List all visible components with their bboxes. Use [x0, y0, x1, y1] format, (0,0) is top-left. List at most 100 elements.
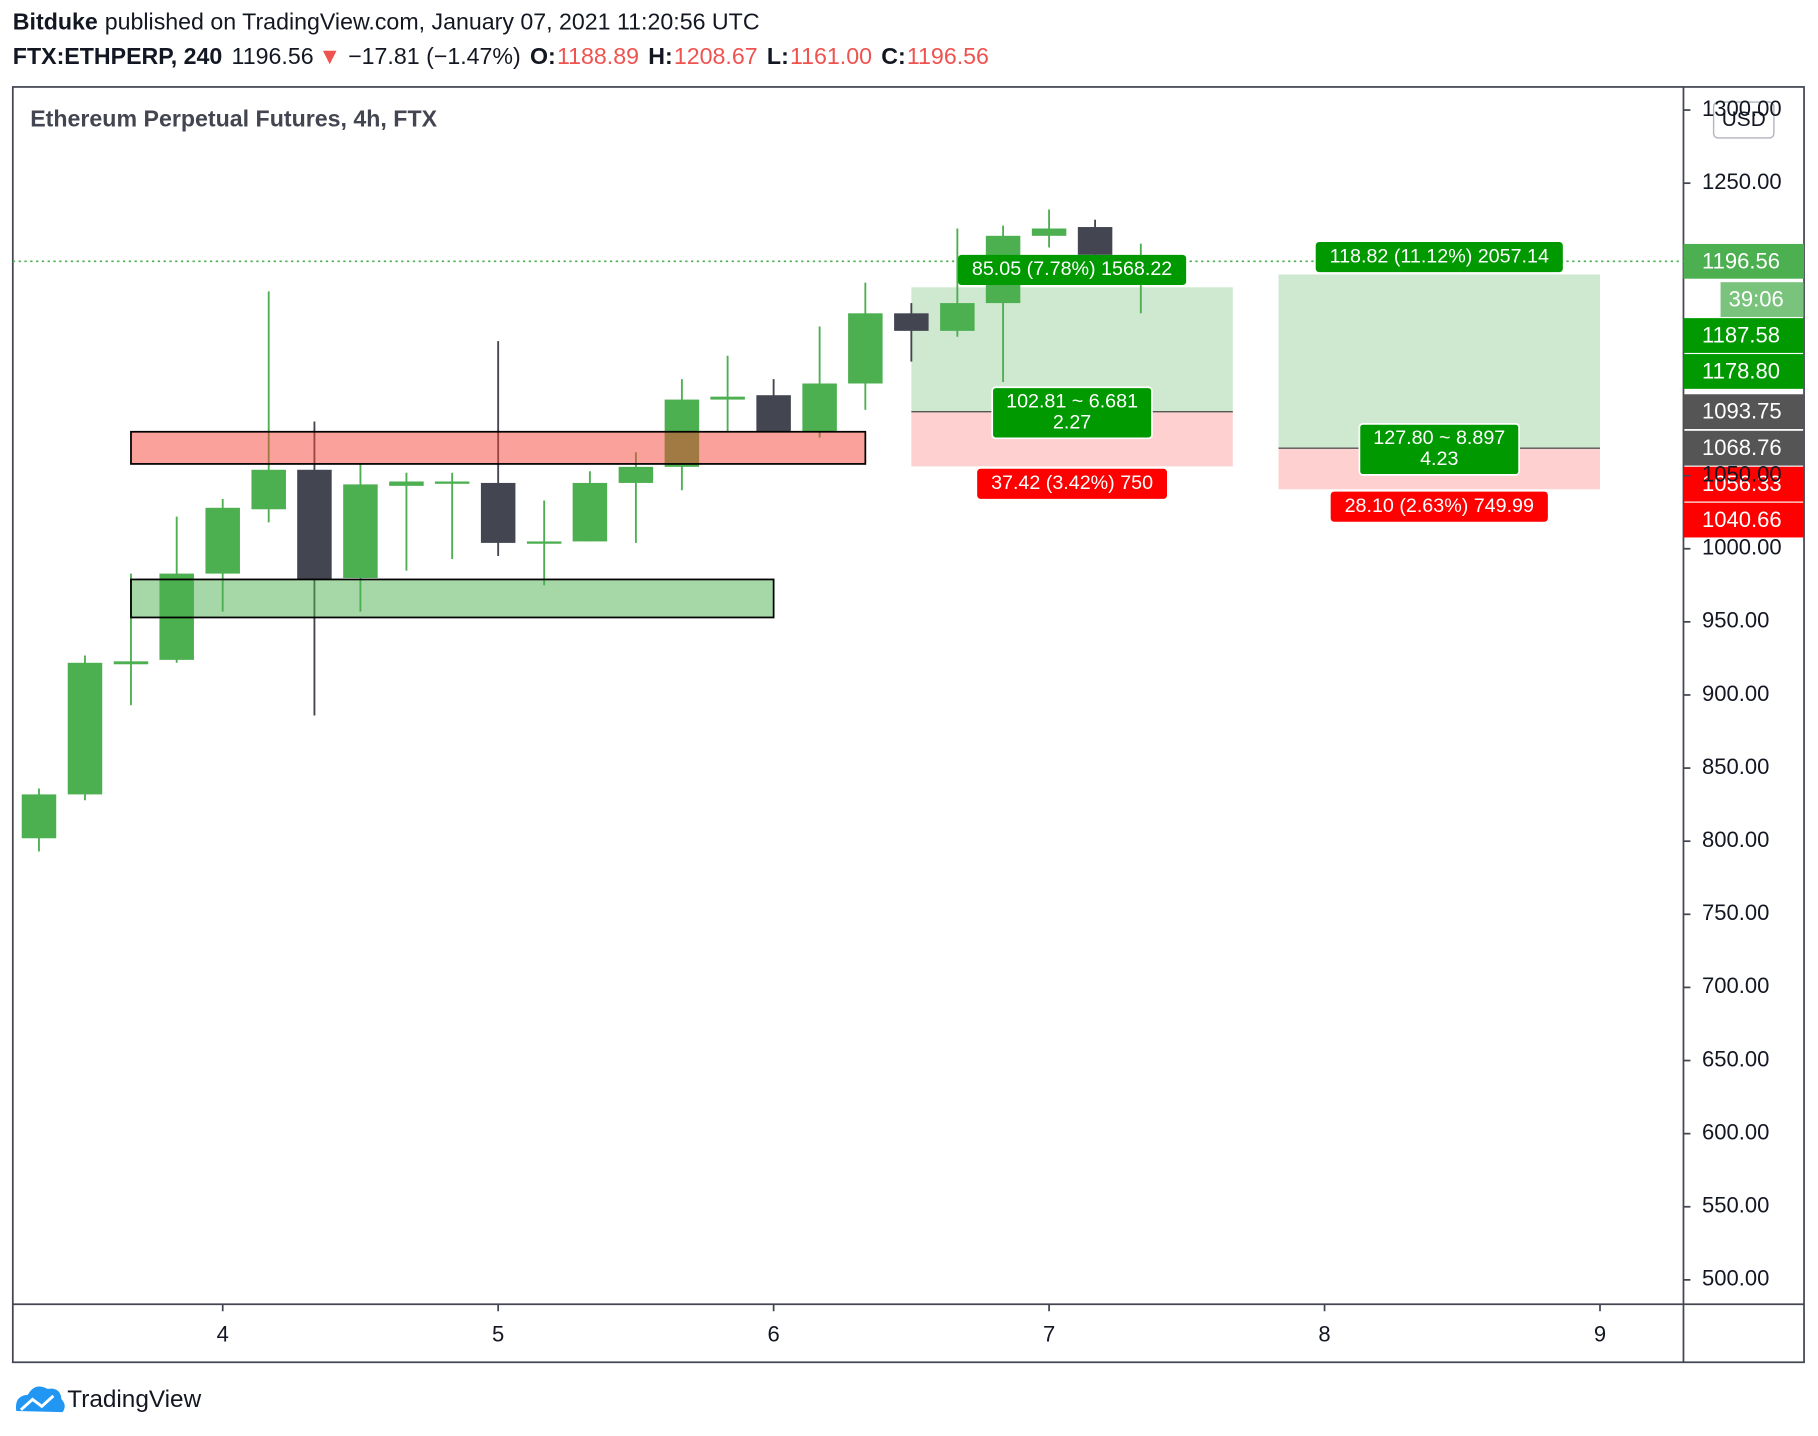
price-change: −17.81 (−1.47%) — [348, 43, 521, 69]
ohlc-value: 1161.00 — [790, 43, 872, 69]
candle-body — [618, 466, 654, 483]
x-tick-label: 8 — [1318, 1321, 1330, 1346]
y-tick-label: 850.00 — [1702, 754, 1769, 779]
y-tick-label: 700.00 — [1702, 973, 1769, 998]
price-tag: 1196.56 — [1702, 248, 1780, 273]
price-tag-box — [1683, 502, 1805, 538]
zone — [130, 430, 867, 465]
y-tick-label: 1300.00 — [1702, 96, 1782, 121]
price-tag-box — [1683, 394, 1805, 430]
price-tag: 1040.66 — [1702, 507, 1782, 532]
candle-body — [526, 541, 562, 544]
position-label-text: 118.82 (11.12%) 2057.14 — [1330, 245, 1549, 267]
currency-button — [1712, 101, 1775, 139]
price-tag-box — [1683, 466, 1805, 502]
candle-body — [1077, 227, 1113, 255]
symbol: FTX:ETHPERP, 240 — [13, 43, 222, 69]
price-tag-box — [1683, 318, 1805, 353]
logo-line — [19, 1394, 55, 1411]
position-label: 118.82 (11.12%) 2057.14 — [1315, 241, 1563, 273]
position-label-box — [958, 254, 1187, 285]
position-label-text: 4.23 — [1420, 448, 1458, 470]
ohlc-label: L: — [767, 43, 789, 69]
published-info: published on TradingView.com, January 07… — [105, 8, 760, 34]
position-label-text: 85.05 (7.78%) 1568.22 — [972, 258, 1172, 280]
price-tag-box — [1683, 243, 1805, 279]
candle-body — [21, 794, 57, 839]
y-tick-label: 900.00 — [1702, 681, 1769, 706]
position-label: 28.10 (2.63%) 749.99 — [1330, 491, 1548, 522]
candle-body — [894, 313, 929, 331]
price-tag-box — [1683, 354, 1805, 389]
candle-body — [297, 469, 332, 580]
candle-body — [343, 484, 378, 578]
candle-body — [480, 482, 516, 543]
price-tag: 1056.33 — [1702, 471, 1782, 496]
y-tick-label: 600.00 — [1702, 1119, 1769, 1144]
position-label: 37.42 (3.42%) 750 — [977, 468, 1167, 499]
last-price: 1196.56 — [232, 43, 314, 69]
countdown: 39:06 — [1729, 287, 1784, 312]
author: Bitduke — [13, 8, 98, 34]
ohlc-value: 1196.56 — [907, 43, 989, 69]
countdown-box — [1720, 282, 1805, 317]
position-label-text: 2.27 — [1053, 411, 1091, 433]
y-tick-label: 800.00 — [1702, 827, 1769, 852]
ohlc-value: 1188.89 — [557, 43, 639, 69]
candle-body — [389, 481, 424, 486]
position-label-box — [1330, 491, 1548, 522]
footer-brand: TradingView — [67, 1386, 201, 1413]
candle-body — [848, 313, 883, 384]
candle-body — [205, 507, 240, 574]
y-tick-label: 500.00 — [1702, 1266, 1769, 1291]
zone — [130, 578, 775, 619]
candle-body — [67, 662, 103, 795]
candle-body — [1031, 228, 1067, 236]
candle-body — [710, 396, 745, 400]
price-tag: 1068.76 — [1702, 435, 1782, 460]
price-tag: 1178.80 — [1702, 358, 1780, 383]
candle-body — [756, 395, 791, 432]
candle-body — [251, 469, 286, 510]
candle-body — [434, 481, 470, 484]
y-tick-label: 1250.00 — [1702, 169, 1782, 194]
y-tick-label: 950.00 — [1702, 608, 1769, 633]
x-tick-label: 4 — [217, 1321, 229, 1346]
candle-body — [802, 383, 837, 432]
y-tick-label: 1050.00 — [1702, 461, 1782, 486]
position-label-text: 102.81 ~ 6.681 — [1006, 391, 1138, 413]
candle-body — [572, 482, 608, 542]
y-tick-label: 1000.00 — [1702, 535, 1782, 560]
tradingview-logo — [15, 1386, 65, 1413]
ohlc-label: H: — [648, 43, 672, 69]
x-tick-label: 6 — [767, 1321, 779, 1346]
candle-body — [940, 303, 975, 331]
y-tick-label: 550.00 — [1702, 1193, 1769, 1218]
position-label-box — [991, 386, 1153, 440]
y-tick-label: 750.00 — [1702, 900, 1769, 925]
ohlc-value: 1208.67 — [674, 43, 758, 69]
price-tag-box — [1683, 430, 1805, 466]
y-tick-label: 650.00 — [1702, 1046, 1769, 1071]
x-tick-label: 5 — [492, 1321, 504, 1346]
position-label-text: 37.42 (3.42%) 750 — [991, 472, 1153, 494]
change-arrow: ▼ — [318, 43, 341, 69]
currency-label: USD — [1722, 108, 1766, 131]
position-label-box — [1358, 422, 1521, 476]
x-tick-label: 7 — [1043, 1321, 1055, 1346]
x-tick-label: 9 — [1594, 1321, 1606, 1346]
position-label-text: 127.80 ~ 8.897 — [1373, 427, 1505, 449]
chart-frame — [11, 86, 1805, 1364]
ohlc-label: O: — [530, 43, 556, 69]
price-tag: 1187.58 — [1702, 322, 1780, 347]
profit-area — [1278, 274, 1600, 449]
ohlc-label: C: — [881, 43, 905, 69]
position-label: 85.05 (7.78%) 1568.22 — [958, 254, 1187, 285]
position-label-text: 28.10 (2.63%) 749.99 — [1345, 495, 1534, 517]
overlay: Ethereum Perpetual Futures, 4h, FTX 85.05… — [30, 101, 1805, 538]
price-tag: 1093.75 — [1702, 399, 1782, 424]
